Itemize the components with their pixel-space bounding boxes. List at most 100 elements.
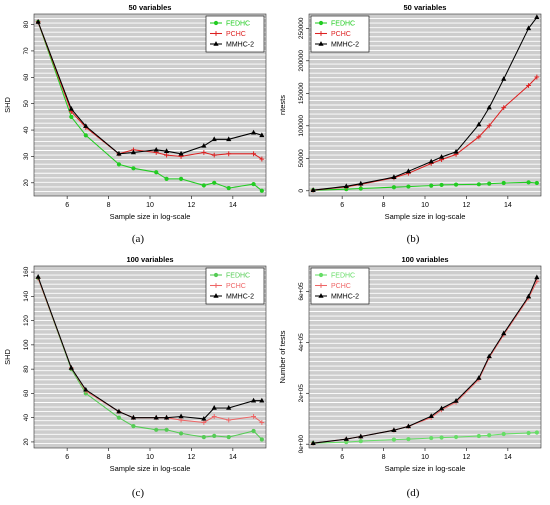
x-tick-label: 8 <box>107 202 111 209</box>
data-point <box>211 414 217 419</box>
y-tick-label: 60 <box>23 389 30 397</box>
data-point <box>250 129 257 135</box>
data-point <box>116 150 122 156</box>
data-point <box>251 151 256 157</box>
x-axis-label: Sample size in log-scale <box>385 464 466 473</box>
data-point <box>178 431 184 436</box>
legend-marker <box>213 20 219 26</box>
data-point <box>163 148 170 153</box>
data-point <box>35 19 41 24</box>
x-tick-label: 10 <box>421 202 429 209</box>
data-point <box>310 440 316 445</box>
data-point <box>501 105 507 110</box>
data-point <box>35 274 41 279</box>
data-point <box>68 106 74 111</box>
data-point <box>534 274 540 280</box>
legend-marker <box>213 283 219 288</box>
legend-label: PCHC <box>331 283 351 290</box>
data-point <box>226 136 232 142</box>
data-point <box>226 151 232 157</box>
x-tick-label: 8 <box>107 454 111 461</box>
legend-label: PCHC <box>226 31 246 38</box>
data-point <box>344 440 349 445</box>
data-point <box>526 180 531 185</box>
data-point <box>343 436 349 441</box>
data-point <box>178 176 184 181</box>
data-point <box>259 437 264 442</box>
data-point <box>526 430 531 436</box>
data-point <box>486 104 492 110</box>
caption-a: (a) <box>131 233 145 245</box>
y-tick-label: 250000 <box>298 17 305 39</box>
data-point <box>154 170 159 175</box>
legend-label: MMHC-2 <box>226 42 254 49</box>
legend-marker <box>213 31 219 36</box>
data-point <box>259 397 265 403</box>
data-point <box>429 435 434 441</box>
data-point <box>69 114 74 119</box>
data-point <box>343 183 349 189</box>
caption-b: (b) <box>406 233 420 245</box>
data-point <box>439 182 444 188</box>
data-point <box>251 182 256 187</box>
data-point <box>525 25 532 31</box>
x-tick-label: 14 <box>504 454 512 461</box>
chart-title: 100 variables <box>126 255 173 264</box>
data-point <box>178 413 184 419</box>
data-point <box>501 180 506 186</box>
data-point <box>83 391 88 396</box>
data-point <box>201 420 207 425</box>
x-axis-label: Sample size in log-scale <box>385 212 466 221</box>
x-tick-label: 10 <box>146 454 154 461</box>
x-tick-label: 6 <box>340 202 344 209</box>
data-point <box>358 439 363 444</box>
data-point <box>358 433 364 439</box>
x-tick-label: 14 <box>504 202 512 209</box>
legend-label: MMHC-2 <box>331 294 359 301</box>
data-point <box>438 405 445 411</box>
data-point <box>501 431 506 437</box>
legend-label: FEDHC <box>226 21 250 28</box>
legend-label: PCHC <box>226 283 246 290</box>
y-tick-label: 80 <box>23 365 30 373</box>
data-point <box>486 123 492 129</box>
legend-label: FEDHC <box>226 273 250 280</box>
y-tick-label: 70 <box>23 47 30 55</box>
y-tick-label: 100 <box>23 339 30 350</box>
data-point <box>476 433 481 439</box>
data-point <box>201 434 206 440</box>
y-tick-label: 30 <box>23 152 30 160</box>
data-point <box>453 182 459 187</box>
data-point <box>486 353 492 359</box>
y-tick-label: 150000 <box>298 82 305 104</box>
data-point <box>439 435 444 440</box>
chart-c: 100 variables 6 8 10 12 14 20 40 60 80 100 120 140 16… <box>3 255 267 473</box>
data-point <box>163 414 170 420</box>
data-point <box>201 142 207 148</box>
y-tick-label: 100000 <box>298 115 305 137</box>
data-point <box>153 414 159 420</box>
data-point <box>226 185 231 191</box>
data-point <box>68 365 74 370</box>
data-point <box>405 168 412 174</box>
x-tick-label: 8 <box>382 202 386 209</box>
x-tick-label: 6 <box>65 454 69 461</box>
legend-marker <box>213 272 219 278</box>
chart-title: 50 variables <box>129 3 172 12</box>
data-point <box>358 180 364 186</box>
data-point <box>534 74 540 80</box>
data-point <box>453 148 459 154</box>
y-axis-label: Number of tests <box>278 330 287 383</box>
data-point <box>201 183 206 188</box>
legend-label: MMHC-2 <box>331 42 359 49</box>
data-point <box>83 123 89 128</box>
legend-marker <box>318 283 324 288</box>
data-point <box>116 162 122 167</box>
x-axis-label: Sample size in log-scale <box>110 212 191 221</box>
data-point <box>164 176 169 181</box>
legend-marker <box>318 20 324 26</box>
data-point <box>476 121 482 127</box>
data-point <box>83 133 88 138</box>
y-tick-label: 40 <box>23 126 30 134</box>
data-point <box>201 415 207 421</box>
